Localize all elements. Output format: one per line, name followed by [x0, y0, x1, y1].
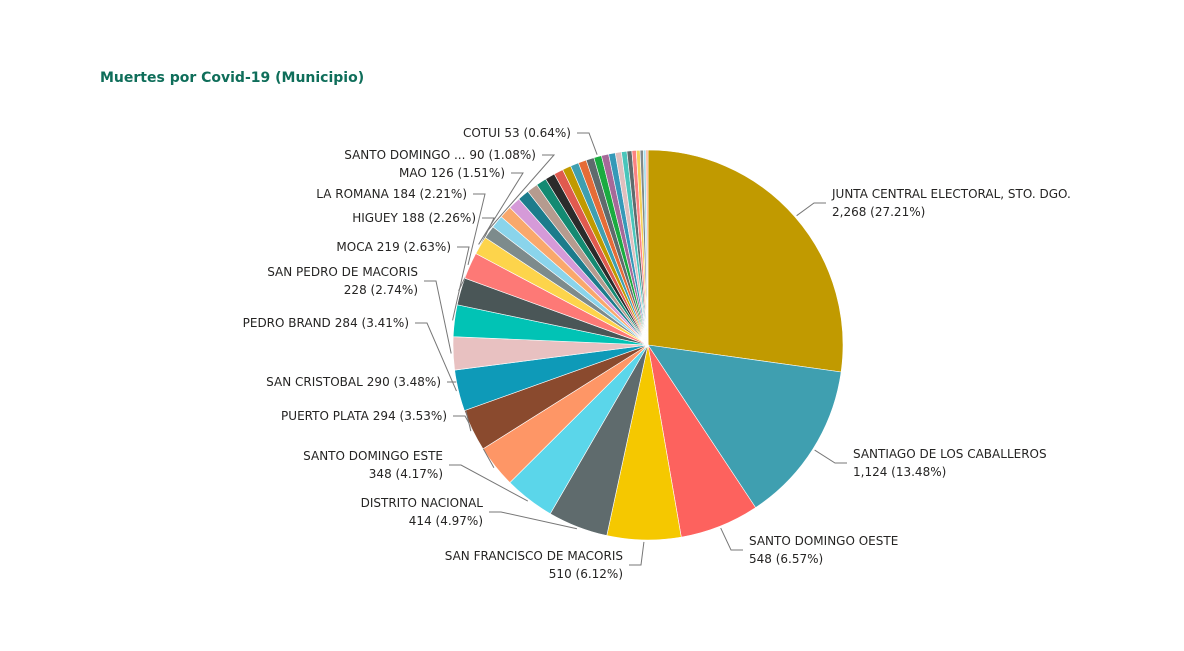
category-label: PUERTO PLATA	[281, 409, 370, 423]
leader-line	[489, 511, 578, 530]
leader-line	[486, 154, 556, 232]
value-label: 348 (4.17%)	[369, 467, 443, 481]
category-label: MAO	[399, 166, 427, 180]
pie-slice	[645, 149, 649, 346]
data-label: COTUI 53 (0.64%)	[463, 126, 571, 140]
data-label: PEDRO BRAND 284 (3.41%)	[243, 316, 409, 330]
value-label: 414 (4.97%)	[409, 514, 483, 528]
value-label: 510 (6.12%)	[549, 567, 623, 581]
category-label: JUNTA CENTRAL ELECTORAL, STO. DGO.	[831, 187, 1071, 201]
value-label: 184 (2.21%)	[393, 187, 467, 201]
data-label: HIGUEY 188 (2.26%)	[352, 211, 476, 225]
leader-line	[415, 322, 457, 392]
leader-line	[478, 172, 524, 245]
value-label: 548 (6.57%)	[749, 552, 823, 566]
category-label: SAN FRANCISCO DE MACORIS	[445, 549, 623, 563]
value-label: 219 (2.63%)	[377, 240, 451, 254]
category-label: SANTO DOMINGO OESTE	[749, 534, 898, 548]
value-label: 188 (2.26%)	[402, 211, 476, 225]
value-label: 53 (0.64%)	[504, 126, 571, 140]
category-label: SAN PEDRO DE MACORIS	[267, 265, 418, 279]
leader-line	[814, 449, 847, 464]
leader-line	[452, 246, 470, 321]
data-label: PUERTO PLATA 294 (3.53%)	[281, 409, 447, 423]
value-label: 284 (3.41%)	[335, 316, 409, 330]
leader-line	[467, 193, 486, 265]
leader-line	[796, 202, 826, 217]
data-label: SANTO DOMINGO OESTE 548 (6.57%)	[749, 534, 898, 566]
chart-title: Muertes por Covid-19 (Municipio)	[100, 70, 364, 86]
value-label: 126 (1.51%)	[431, 166, 505, 180]
category-label: SANTO DOMINGO ...	[344, 148, 465, 162]
category-label: SANTO DOMINGO ESTE	[303, 449, 443, 463]
category-label: SAN CRISTOBAL	[266, 375, 363, 389]
category-label: COTUI	[463, 126, 500, 140]
pie-slice	[647, 344, 842, 509]
value-label: 1,124 (13.48%)	[853, 465, 946, 479]
data-label: SAN PEDRO DE MACORIS 228 (2.74%)	[267, 265, 418, 297]
data-label: SANTO DOMINGO ESTE 348 (4.17%)	[303, 449, 443, 481]
data-label: LA ROMANA 184 (2.21%)	[316, 187, 467, 201]
category-label: LA ROMANA	[316, 187, 389, 201]
leader-line	[424, 280, 452, 354]
leader-line	[720, 527, 743, 551]
data-label: SANTO DOMINGO ... 90 (1.08%)	[344, 148, 536, 162]
category-label: DISTRITO NACIONAL	[361, 496, 484, 510]
data-label: SAN FRANCISCO DE MACORIS 510 (6.12%)	[445, 549, 623, 581]
data-label: MAO 126 (1.51%)	[399, 166, 505, 180]
category-label: MOCA	[336, 240, 373, 254]
value-label: 2,268 (27.21%)	[832, 205, 925, 219]
category-label: SANTIAGO DE LOS CABALLEROS	[853, 447, 1047, 461]
leader-line	[577, 132, 598, 155]
data-label: JUNTA CENTRAL ELECTORAL, STO. DGO. 2,268 …	[831, 187, 1071, 219]
data-label: SAN CRISTOBAL 290 (3.48%)	[266, 375, 441, 389]
data-label: SANTIAGO DE LOS CABALLEROS 1,124 (13.48%)	[853, 447, 1047, 479]
category-label: PEDRO BRAND	[243, 316, 331, 330]
value-label: 290 (3.48%)	[367, 375, 441, 389]
leader-line	[629, 541, 645, 566]
value-label: 90 (1.08%)	[469, 148, 536, 162]
leader-line	[453, 415, 495, 468]
category-label: HIGUEY	[352, 211, 398, 225]
value-label: 228 (2.74%)	[344, 283, 418, 297]
data-label: MOCA 219 (2.63%)	[336, 240, 451, 254]
value-label: 294 (3.53%)	[373, 409, 447, 423]
pie-slice	[647, 149, 844, 373]
leader-line	[449, 464, 529, 502]
data-label: DISTRITO NACIONAL 414 (4.97%)	[361, 496, 484, 528]
